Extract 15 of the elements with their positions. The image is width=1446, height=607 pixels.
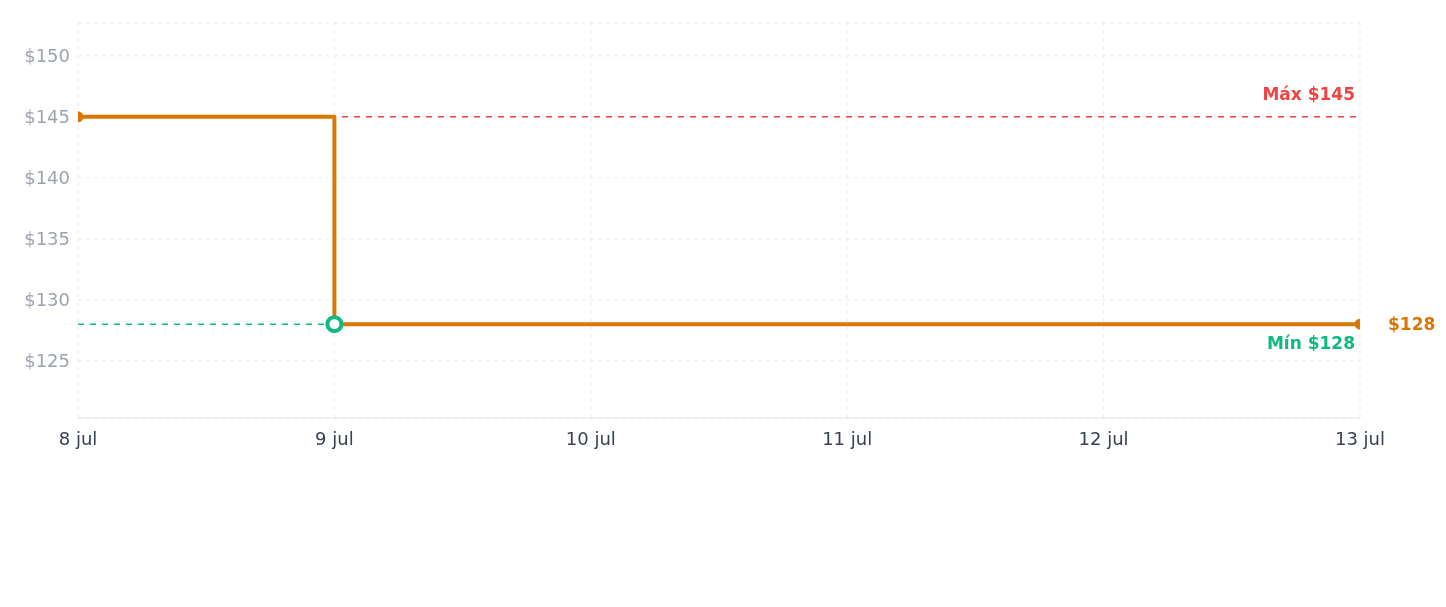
x-tick-label: 11 jul (822, 427, 873, 449)
y-tick-label: $150 (24, 45, 70, 67)
x-tick-label: 13 jul (1334, 427, 1386, 449)
y-tick-label: $145 (24, 106, 70, 128)
y-tick-label: $135 (24, 228, 70, 250)
ref-line-label: Máx $145 (1262, 83, 1355, 104)
x-tick-label: 8 jul (58, 427, 98, 449)
annotation: $128 (1388, 314, 1436, 335)
x-tick-label: 10 jul (565, 427, 616, 449)
y-tick-label: $130 (24, 289, 70, 311)
x-tick-label: 9 jul (315, 427, 354, 449)
ref-line-label: Mín $128 (1266, 333, 1355, 354)
y-tick-label: $140 (24, 167, 70, 189)
y-tick-label: $125 (24, 350, 70, 372)
x-tick-label: 12 jul (1078, 427, 1129, 449)
